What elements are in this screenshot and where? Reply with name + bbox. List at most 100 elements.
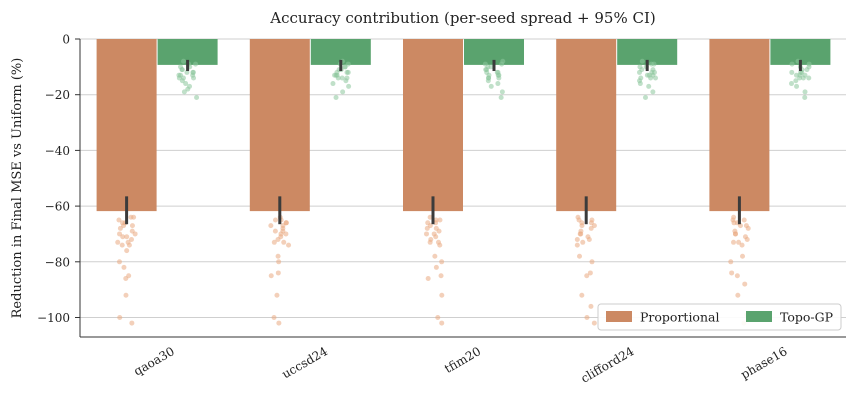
bars	[96, 39, 831, 212]
seed-point	[574, 237, 580, 243]
seed-point	[176, 75, 182, 81]
seed-point	[272, 228, 278, 234]
seed-point	[735, 292, 741, 298]
y-axis-label: Reduction in Final MSE vs Uniform (%)	[10, 58, 25, 319]
x-tick-label: uccsd24	[279, 344, 330, 381]
seed-point	[744, 237, 750, 243]
y-tick-label: −40	[45, 144, 70, 158]
seed-point	[432, 253, 438, 259]
seed-point	[646, 83, 652, 89]
seed-point	[802, 89, 808, 95]
x-tick-label: qaoa30	[131, 344, 177, 378]
seed-point	[283, 220, 289, 226]
seed-point	[181, 89, 187, 95]
seed-point	[433, 264, 439, 270]
seed-point	[193, 61, 199, 67]
seed-point	[637, 81, 643, 87]
x-tick-label: tfim20	[442, 344, 483, 376]
seed-point	[484, 69, 490, 75]
seed-point	[278, 231, 284, 237]
seed-point	[579, 292, 585, 298]
seed-point	[439, 320, 445, 326]
seed-point	[274, 292, 280, 298]
seed-point	[495, 81, 501, 87]
seed-point	[120, 220, 126, 226]
seed-point	[589, 259, 595, 265]
seed-point	[588, 225, 594, 231]
seed-point	[584, 315, 590, 320]
seed-point	[116, 217, 122, 223]
x-tick-label: clifford24	[578, 344, 636, 386]
seed-point	[424, 231, 430, 237]
y-tick-label: −80	[45, 255, 70, 269]
seed-point	[271, 239, 277, 245]
seed-point	[335, 75, 341, 81]
seed-point	[438, 273, 444, 279]
y-tick-label: −20	[45, 88, 70, 102]
seed-point	[116, 259, 122, 265]
seed-point	[339, 75, 345, 81]
seed-points	[115, 58, 812, 326]
seed-point	[184, 69, 190, 75]
seed-point	[638, 75, 644, 81]
seed-point	[424, 225, 430, 231]
seed-point	[330, 81, 336, 87]
seed-point	[578, 231, 584, 237]
seed-point	[185, 86, 191, 92]
seed-point	[283, 231, 289, 237]
seed-point	[115, 239, 121, 245]
legend-label-proportional: Proportional	[640, 310, 719, 325]
legend-swatch-proportional	[606, 311, 632, 322]
seed-point	[488, 83, 494, 89]
seed-point	[739, 242, 745, 248]
seed-point	[789, 69, 795, 75]
seed-point	[644, 72, 650, 78]
y-tick-label: 0	[62, 33, 70, 47]
seed-point	[740, 253, 746, 259]
seed-point	[194, 94, 200, 100]
seed-point	[276, 259, 282, 265]
seed-point	[651, 69, 657, 75]
seed-point	[498, 94, 504, 100]
seed-point	[588, 303, 594, 309]
seed-point	[806, 75, 812, 81]
seed-point	[587, 270, 593, 276]
seed-point	[132, 231, 138, 237]
seed-point	[343, 78, 349, 84]
bar-proportional	[556, 39, 617, 212]
seed-point	[181, 58, 187, 64]
legend-label-topo-gp: Topo-GP	[780, 310, 833, 325]
seed-point	[119, 242, 125, 248]
seed-point	[427, 239, 433, 245]
seed-point	[281, 239, 287, 245]
seed-point	[639, 67, 645, 73]
y-tick-label: −100	[37, 311, 70, 325]
seed-point	[486, 75, 492, 81]
seed-point	[591, 320, 597, 326]
seed-point	[589, 217, 595, 223]
seed-point	[123, 292, 129, 298]
seed-point	[124, 248, 130, 254]
seed-point	[120, 234, 126, 240]
legend: Proportional Topo-GP	[597, 303, 842, 331]
seed-point	[653, 75, 659, 81]
seed-point	[797, 75, 803, 81]
seed-point	[729, 270, 735, 276]
axes	[79, 39, 846, 338]
legend-frame	[597, 303, 842, 331]
seed-point	[650, 89, 656, 95]
seed-point	[806, 61, 812, 67]
seed-point	[427, 214, 433, 220]
seed-point	[334, 69, 340, 75]
seed-point	[793, 78, 799, 84]
seed-point	[731, 239, 737, 245]
seed-point	[275, 270, 281, 276]
seed-point	[346, 83, 352, 89]
seed-point	[574, 242, 580, 248]
seed-point	[579, 223, 585, 229]
seed-point	[275, 237, 281, 243]
seed-point	[577, 253, 583, 259]
seed-point	[437, 242, 443, 248]
seed-point	[271, 315, 277, 320]
